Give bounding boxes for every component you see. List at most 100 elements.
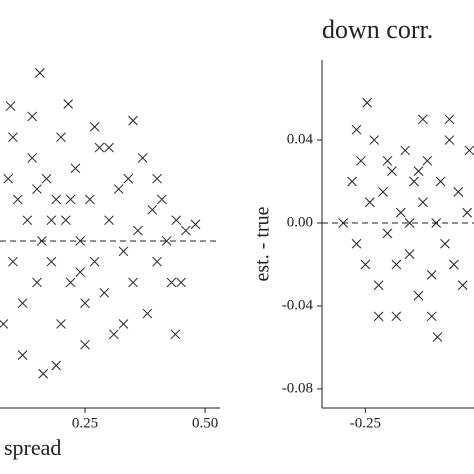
y-axis-label: est. - true <box>252 206 274 281</box>
point <box>128 115 138 126</box>
point <box>147 204 158 215</box>
point <box>444 135 455 145</box>
point <box>89 121 100 132</box>
x-tick-label: 0.50 <box>192 415 218 431</box>
point <box>382 228 393 239</box>
point <box>382 155 393 166</box>
point <box>51 194 62 205</box>
point <box>426 311 437 322</box>
point <box>104 142 114 153</box>
point <box>0 319 9 329</box>
point <box>142 308 153 319</box>
point <box>84 194 95 205</box>
point <box>387 166 397 177</box>
point <box>32 277 42 288</box>
point <box>360 259 371 270</box>
point <box>338 218 349 228</box>
point <box>351 238 362 249</box>
y-tick-label: 0.00 <box>287 214 313 230</box>
point <box>12 194 23 205</box>
point <box>190 219 201 230</box>
point <box>60 215 71 226</box>
point <box>351 124 362 135</box>
point <box>80 298 90 309</box>
y-tick-label: -0.04 <box>282 297 314 313</box>
point <box>17 298 28 309</box>
point <box>152 256 162 267</box>
point <box>413 166 424 177</box>
point <box>5 101 16 111</box>
point <box>8 256 18 267</box>
point <box>118 319 129 329</box>
point <box>362 97 372 108</box>
point <box>70 163 81 174</box>
y-tick-label: -0.08 <box>282 380 313 396</box>
point <box>75 267 86 277</box>
x-axis-label: spread <box>4 435 61 460</box>
point <box>373 311 384 322</box>
point <box>457 280 468 291</box>
point <box>113 184 124 194</box>
point <box>22 215 33 226</box>
point <box>38 368 49 379</box>
point <box>400 145 411 156</box>
point <box>347 176 357 187</box>
point <box>3 173 14 184</box>
point <box>391 259 402 270</box>
point <box>56 132 66 143</box>
point <box>391 311 402 322</box>
point <box>75 236 86 246</box>
point <box>432 332 443 342</box>
point <box>369 135 380 145</box>
point <box>409 176 419 187</box>
point <box>181 225 191 236</box>
point <box>435 176 446 187</box>
point <box>356 155 366 166</box>
point <box>36 236 47 246</box>
point <box>431 218 442 228</box>
point <box>65 277 76 288</box>
point <box>176 277 186 288</box>
point <box>133 225 143 236</box>
point <box>56 319 66 329</box>
point <box>41 173 52 184</box>
point <box>426 270 437 280</box>
point <box>137 153 148 163</box>
point <box>464 145 474 156</box>
point <box>128 277 138 288</box>
point <box>46 256 57 267</box>
point <box>166 277 177 288</box>
point <box>171 215 182 226</box>
point <box>395 207 406 218</box>
point <box>17 350 28 360</box>
point <box>104 215 114 226</box>
x-tick-label: 0.25 <box>72 415 98 431</box>
point <box>27 153 38 163</box>
point <box>444 114 455 125</box>
point <box>27 111 38 122</box>
point <box>99 287 110 298</box>
point <box>89 256 100 267</box>
point <box>80 339 90 350</box>
point <box>413 290 424 301</box>
point <box>161 236 172 246</box>
y-tick-label: 0.04 <box>287 131 314 147</box>
point <box>404 249 415 259</box>
point <box>46 215 57 226</box>
point <box>170 329 181 340</box>
point <box>422 155 433 166</box>
point <box>404 218 415 228</box>
point <box>418 114 428 125</box>
point <box>152 173 162 184</box>
point <box>364 197 375 208</box>
chart-title: down corr. <box>322 15 433 44</box>
point <box>63 99 74 109</box>
point <box>108 329 119 340</box>
point <box>65 194 76 205</box>
point <box>449 259 459 270</box>
point <box>35 68 45 78</box>
x-tick-label: -0.25 <box>350 415 381 431</box>
point <box>462 207 472 218</box>
point <box>118 246 129 257</box>
